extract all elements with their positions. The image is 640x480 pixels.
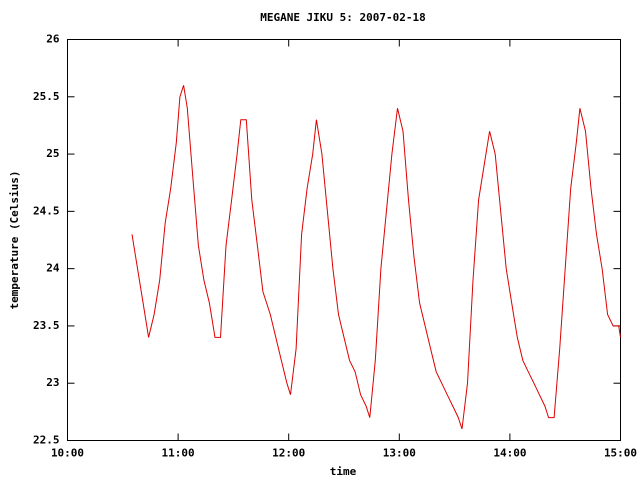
- chart-title: MEGANE JIKU 5: 2007-02-18: [260, 11, 426, 24]
- x-tick-label: 11:00: [162, 447, 195, 460]
- y-tick-label: 25: [46, 147, 59, 160]
- y-tick-label: 24.5: [33, 204, 60, 217]
- y-tick-label: 26: [46, 33, 60, 46]
- y-tick-label: 22.5: [33, 434, 60, 447]
- x-tick-label: 12:00: [272, 447, 305, 460]
- x-axis-label: time: [330, 465, 357, 478]
- y-tick-label: 24: [46, 262, 60, 275]
- y-tick-label: 25.5: [33, 90, 60, 103]
- y-tick-label: 23: [46, 376, 59, 389]
- y-axis-label: temperature (Celsius): [8, 170, 21, 309]
- x-tick-label: 13:00: [383, 447, 416, 460]
- x-tick-label: 10:00: [51, 447, 84, 460]
- data-line: [131, 85, 621, 430]
- plot-frame: [67, 39, 621, 441]
- x-tick-label: 15:00: [604, 447, 637, 460]
- x-tick-label: 14:00: [493, 447, 526, 460]
- y-tick-label: 23.5: [33, 319, 60, 332]
